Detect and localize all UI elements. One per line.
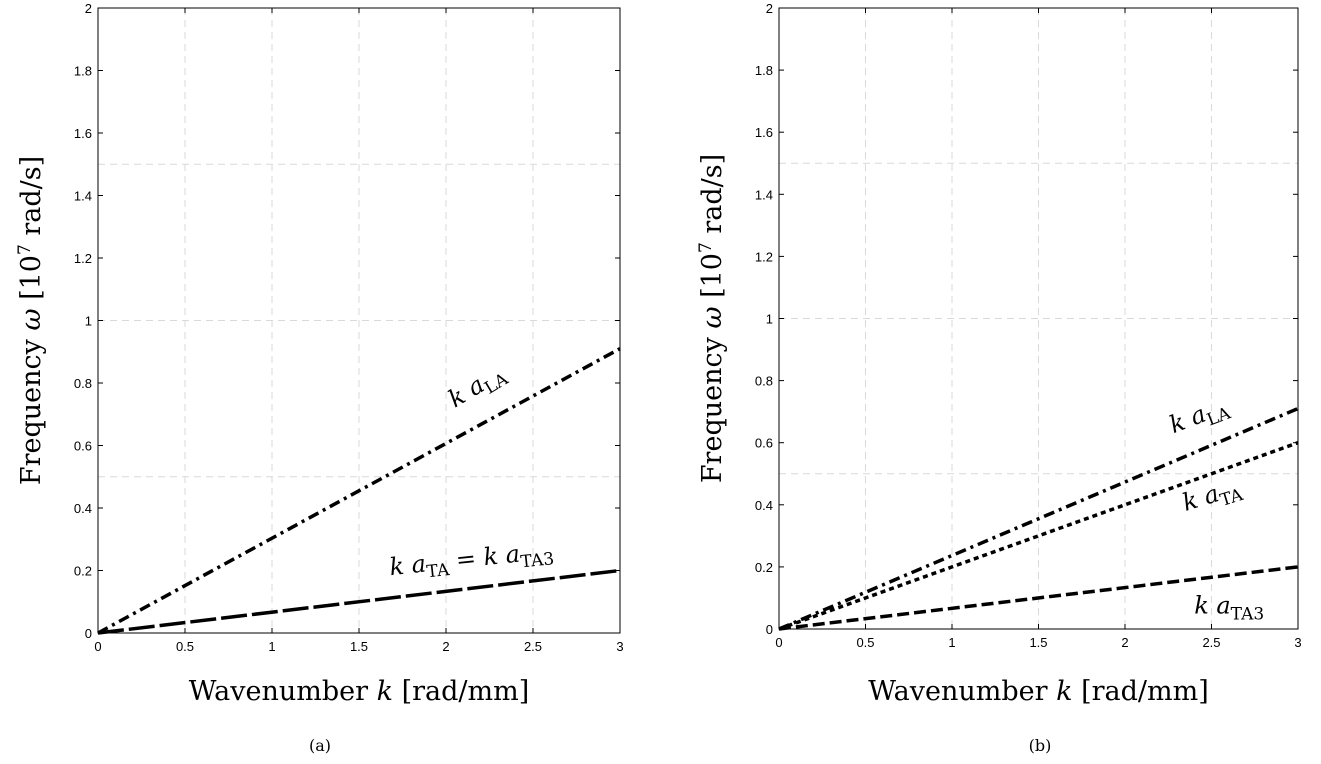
x-tick-label: 1 [948,635,955,650]
annotation-variable: k a [443,370,489,413]
x-axis-label-main: Wavenumber [868,676,1056,707]
x-axis-label: Wavenumber k [rad/mm] [189,676,530,707]
annotation-operator: = [447,543,485,575]
annotation-subscript: TA [426,560,451,582]
series-line-2 [778,441,1299,631]
x-axis-label-main: Wavenumber [189,676,377,707]
chart-panel-1: 0 0.5 1 1.5 2 2.5 3 0 0.2 0.4 0.6 0.8 1 1.2 1.4 1.6 1.8 2… [15,1,624,755]
x-axis-label-var: k [1056,676,1072,707]
x-axis-label: Wavenumber k [rad/mm] [868,676,1209,707]
y-axis-label: Frequency ω [107 rad/s] [15,156,47,485]
y-tick-label: 0.2 [74,564,92,579]
y-tick-label: 2 [766,1,773,16]
y-tick-label: 0.6 [74,439,92,454]
y-tick-label: 1.6 [755,125,773,140]
y-tick-label: 1.8 [74,64,92,79]
panel-caption: (b) [1029,736,1052,755]
y-axis-label-unit-tail: rad/s] [16,156,47,244]
chart-panel-2: 0 0.5 1 1.5 2 2.5 3 0 0.2 0.4 0.6 0.8 1 1.2 1.4 1.6 1.8 2… [696,1,1302,755]
y-tick-label: 1 [766,312,773,327]
x-axis-label-unit: [rad/mm] [1073,676,1209,707]
annotation-variable: k a [1166,400,1210,439]
annotation-subscript: TA3 [520,549,555,572]
y-axis-label-var: ω [16,309,47,331]
x-tick-label: 0.5 [856,635,874,650]
annotation-variable: k a [1194,591,1230,619]
y-tick-label: 0.4 [74,501,92,516]
x-tick-label: 1.5 [350,639,368,654]
y-axis-label-exponent: 7 [696,242,716,253]
y-tick-label: 2 [85,1,92,16]
y-tick-label: 1.2 [74,251,92,266]
y-tick-label: 0 [85,626,92,641]
y-tick-label: 0 [766,622,773,637]
x-axis-label-unit: [rad/mm] [393,676,529,707]
annotation-subscript: LA [1204,403,1234,430]
y-axis-label-exponent: 7 [15,244,35,255]
series-line-3 [778,565,1299,631]
x-tick-label: 2.5 [1202,635,1220,650]
panel-caption: (a) [309,736,331,755]
x-tick-label: 1.5 [1029,635,1047,650]
y-tick-label: 0.6 [755,436,773,451]
y-axis-label-var: ω [697,307,728,329]
annotation-variable: k a [388,549,427,581]
y-axis-label-unit-tail: rad/s] [697,154,728,242]
y-axis-label-main: Frequency [697,329,728,484]
y-tick-label: 1.2 [755,249,773,264]
annotation-subscript: TA [1218,485,1246,511]
series-annotation: k aTA = k aTA3 [388,536,555,586]
series-annotation: k aLA [443,358,512,418]
series-annotation: k aTA [1179,472,1246,521]
series-line-1 [778,406,1299,631]
x-tick-label: 0 [775,635,782,650]
series-line-2 [97,568,621,635]
y-axis-label-unit: [10 [16,255,47,308]
y-tick-label: 1.4 [755,187,773,202]
y-tick-label: 0.8 [74,376,92,391]
x-tick-label: 0 [94,639,101,654]
series-annotation: k aLA [1166,391,1235,444]
y-tick-label: 1 [85,314,92,329]
series-line-1 [97,347,621,635]
x-tick-label: 3 [1294,635,1301,650]
y-tick-label: 0.2 [755,560,773,575]
y-axis-label-main: Frequency [16,331,47,486]
x-tick-label: 2 [442,639,449,654]
y-tick-label: 1.4 [74,189,92,204]
y-tick-label: 1.6 [74,126,92,141]
x-tick-label: 3 [616,639,623,654]
y-tick-label: 0.8 [755,374,773,389]
y-tick-label: 1.8 [755,63,773,78]
x-axis-label-var: k [377,676,393,707]
x-tick-label: 2.5 [524,639,542,654]
x-tick-label: 0.5 [176,639,194,654]
y-axis-label-unit: [10 [697,253,728,306]
annotation-subscript: TA3 [1231,604,1265,624]
x-tick-label: 1 [268,639,275,654]
y-axis-label: Frequency ω [107 rad/s] [696,154,728,483]
y-tick-label: 0.4 [755,498,773,513]
annotation-variable: k a [482,540,521,572]
series-annotation: k aTA3 [1194,591,1264,624]
annotation-variable: k a [1179,479,1222,516]
x-tick-label: 2 [1121,635,1128,650]
